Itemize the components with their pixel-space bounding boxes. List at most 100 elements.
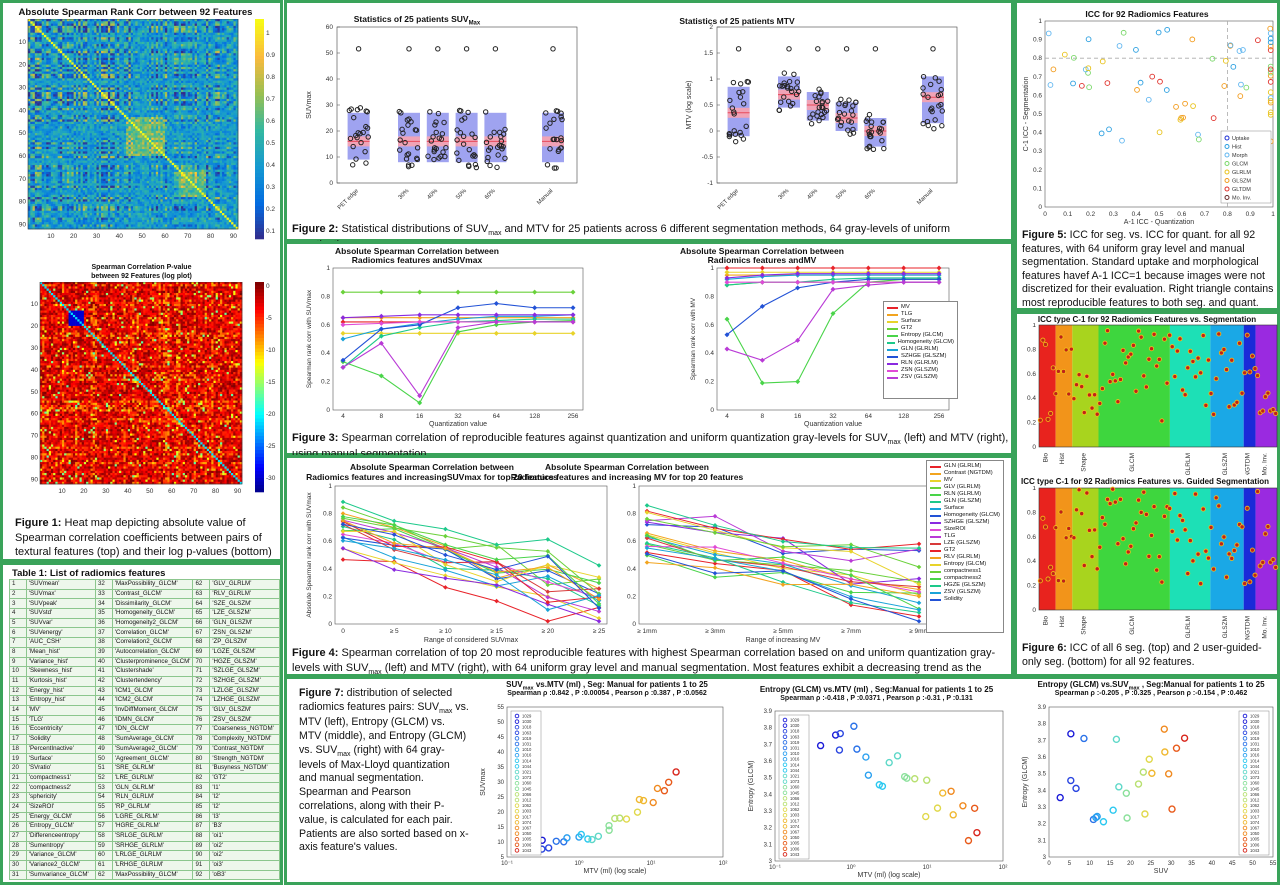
colorbar-step — [255, 100, 264, 104]
figure7-caption-label: Figure 7: — [299, 687, 344, 699]
legend-label: Morph — [1232, 153, 1248, 159]
patient-legend-label: 1003 — [790, 813, 800, 818]
patient-legend-label: 1017 — [522, 814, 532, 819]
patient-legend-label: 1005 — [522, 837, 532, 842]
feature-index: 35 — [95, 609, 112, 619]
y-tick-label: 0.4 — [1033, 130, 1042, 137]
feature-name: 'SZLGE_GLSZM' — [210, 667, 280, 677]
y-tick-label: 0.8 — [1027, 509, 1036, 516]
x-tick-label: 8 — [761, 413, 765, 420]
table-row: 29'Variance_GLCM'60'LRLGE_GLRLM'90'oi2' — [10, 851, 280, 861]
legend-item: Surface — [887, 318, 954, 325]
y-tick-label: 0.6 — [627, 538, 636, 545]
icc-point — [1168, 506, 1172, 510]
legend-item: Entropy (GLCM) — [887, 332, 954, 339]
patient-legend-label: 1010 — [1250, 747, 1260, 752]
icc-point — [1222, 347, 1226, 351]
x-tick-label: 0.6 — [1177, 211, 1186, 218]
patient-legend-label: 1067 — [522, 826, 532, 831]
y-tick-label: 50 — [31, 389, 39, 396]
plot-frame — [335, 486, 607, 624]
colorbar-step — [255, 398, 264, 402]
x-tick-label: 0.1 — [1063, 211, 1072, 218]
patient-legend-label: 1018 — [1250, 725, 1260, 730]
feature-name: 'Sumvariance_GLCM' — [26, 870, 95, 880]
patient-legend-label: 1063 — [522, 730, 532, 735]
colorbar-step — [255, 162, 264, 166]
x-tick-label: 0.4 — [1132, 211, 1141, 218]
legend-label: GLN (GLSZM) — [944, 498, 981, 505]
colorbar-step — [255, 125, 264, 129]
y-tick-label: 3.4 — [764, 792, 773, 798]
legend-item: MV — [930, 477, 1000, 484]
icc-point — [1173, 491, 1177, 495]
legend-swatch — [930, 487, 941, 489]
table-row: 16'Eccentricity'47'IDN_GLCM'77'Coarsenes… — [10, 725, 280, 735]
y-tick-label: 15 — [497, 825, 504, 831]
feature-index: 4 — [10, 609, 27, 619]
icc-point — [1178, 513, 1182, 517]
y-tick-label: 0.2 — [705, 379, 714, 386]
y-tick-label: 3.3 — [764, 809, 773, 815]
icc-point — [1080, 385, 1084, 389]
x-tick-label: 64 — [865, 413, 873, 420]
x-tick-label: 64 — [493, 413, 501, 420]
icc-point — [1186, 366, 1190, 370]
feature-name: 'oi1' — [210, 831, 280, 841]
x-tick-label: 60 — [161, 233, 169, 240]
feature-name: 'Agreement_GLCM' — [112, 754, 193, 764]
patient-legend-label: 1010 — [790, 751, 800, 756]
icc-point — [1074, 383, 1078, 387]
icc-point — [1173, 374, 1177, 378]
x-tick-label: 10⁻¹ — [501, 861, 513, 867]
patient-legend-label: 1045 — [790, 790, 800, 795]
icc-point — [1261, 409, 1265, 413]
feature-name: 'LRE_GLRLM' — [112, 773, 193, 783]
y-tick-label: 45 — [497, 735, 504, 741]
patient-legend-label: 1066 — [790, 796, 800, 801]
legend-label: Hist — [1232, 145, 1242, 151]
icc-point — [1049, 565, 1053, 569]
icc-point — [1087, 528, 1091, 532]
feature-name: 'AUC_CSH' — [26, 638, 95, 648]
x-tick-label: PET edge — [717, 188, 741, 212]
icc-point — [1090, 554, 1094, 558]
patient-legend-label: 1031 — [1250, 742, 1260, 747]
feature-name: 'oi2' — [210, 841, 280, 851]
legend-item: compactness2 — [930, 575, 1000, 582]
colorbar-step — [255, 408, 264, 412]
feature-index: 62 — [95, 870, 112, 880]
legend-item: GT2 — [887, 325, 954, 332]
figure5-caption-label: Figure 5: — [1022, 229, 1067, 241]
feature-index: 54 — [95, 793, 112, 803]
legend-label: Solidity — [944, 596, 963, 603]
x-axis-label: Quantization value — [804, 421, 862, 428]
y-tick-label: 30 — [19, 84, 27, 91]
y-tick-label: 70 — [19, 176, 27, 183]
patient-legend-label: 1019 — [1250, 736, 1260, 741]
legend-swatch — [930, 480, 941, 482]
figure6-caption: Figure 6: ICC of all 6 seg. (top) and 2 … — [1022, 642, 1278, 669]
y-tick-label: 0.4 — [1027, 395, 1036, 402]
feature-name: 'Strength_NGTDM' — [210, 754, 280, 764]
icc-point — [1180, 388, 1184, 392]
icc-point — [1085, 374, 1089, 378]
colorbar-tick: -20 — [266, 411, 276, 418]
y-tick-label: 20 — [31, 323, 39, 330]
y-tick-label: 40 — [497, 750, 504, 756]
x-tick-label: 50 — [1249, 861, 1256, 867]
icc-point — [1188, 349, 1192, 353]
figure7-caption: Figure 7: distribution of selected radio… — [299, 687, 469, 855]
table-row: 4'SUVstd'35'Homogeneity_GLCM'65'LZE_GLSZ… — [10, 609, 280, 619]
pval-title-2: between 92 Features (log plot) — [3, 273, 280, 281]
feature-index: 77 — [193, 725, 210, 735]
x-tick-label: 30 — [1168, 861, 1175, 867]
icc-point — [1103, 341, 1107, 345]
patient-legend-label: 1044 — [522, 764, 532, 769]
feature-index: 56 — [95, 812, 112, 822]
fig7-mid-title: Entropy (GLCM) vs.MTV (ml) , Seg:Manual … — [739, 685, 1014, 694]
icc-point — [1175, 349, 1179, 353]
patient-legend-label: 1010 — [522, 747, 532, 752]
icc-point — [1067, 526, 1071, 530]
